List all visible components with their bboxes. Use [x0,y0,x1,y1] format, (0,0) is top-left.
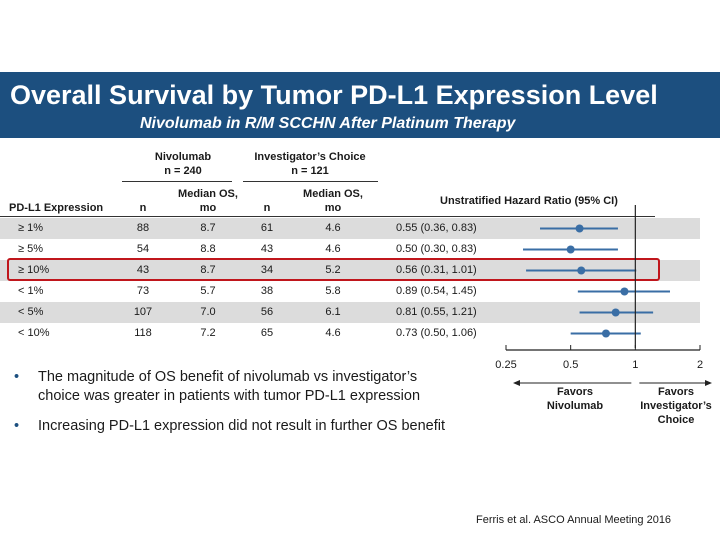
n-investigator: 38 [260,285,274,297]
bullet-marker: • [14,369,20,385]
os-investigator: 5.2 [325,264,341,276]
highlight-box [7,258,660,281]
os-nivolumab: 8.7 [200,264,216,276]
x-tick-label: 1 [632,359,638,371]
hr-point [601,329,610,338]
hr-point [577,266,586,275]
favors-right-arrowhead [705,380,712,386]
hr-point [575,224,584,233]
hazard-ratio-text: 0.89 (0.54, 1.45) [396,285,477,297]
os-investigator: 4.6 [325,222,341,234]
hazard-ratio-text: 0.55 (0.36, 0.83) [396,222,477,234]
hr-point [566,245,575,254]
table-row: < 10% 118 7.2 65 4.6 0.73 (0.50, 1.06) [0,323,700,344]
os-nivolumab: 7.0 [200,306,216,318]
col-header-os-ic: Median OS, mo [303,188,363,214]
col-header-n-nivo: n [139,202,147,214]
slide-title: Overall Survival by Tumor PD-L1 Expressi… [10,80,658,110]
col-header-n-ic: n [263,202,271,214]
os-nivolumab: 8.8 [200,243,216,255]
col-header-hr: Unstratified Hazard Ratio (95% CI) [440,195,618,207]
table-row: < 5% 107 7.0 56 6.1 0.81 (0.55, 1.21) [0,302,700,323]
n-nivolumab: 107 [133,306,153,318]
x-tick-label: 2 [697,359,703,371]
table-row: ≥ 10% 43 8.7 34 5.2 0.56 (0.31, 1.01) [0,260,700,281]
row-label: < 1% [18,285,44,297]
os-investigator: 6.1 [325,306,341,318]
n-nivolumab: 88 [136,222,150,234]
x-tick-label: 0.5 [563,359,578,371]
os-investigator: 5.8 [325,285,341,297]
os-nivolumab: 5.7 [200,285,216,297]
hazard-ratio-text: 0.50 (0.30, 0.83) [396,243,477,255]
n-investigator: 56 [260,306,274,318]
hr-point [620,287,629,296]
hr-point [611,308,620,317]
n-investigator: 34 [260,264,274,276]
table-row: < 1% 73 5.7 38 5.8 0.89 (0.54, 1.45) [0,281,700,302]
n-investigator: 65 [260,327,274,339]
favors-left-arrowhead [513,380,520,386]
hazard-ratio-text: 0.73 (0.50, 1.06) [396,327,477,339]
citation: Ferris et al. ASCO Annual Meeting 2016 [476,514,672,526]
table-row: ≥ 1% 88 8.7 61 4.6 0.55 (0.36, 0.83) [0,218,700,239]
n-nivolumab: 54 [136,243,150,255]
os-investigator: 4.6 [325,327,341,339]
header-rule-investigator [243,181,378,182]
n-nivolumab: 43 [136,264,150,276]
header-rule [0,216,655,217]
hazard-ratio-text: 0.56 (0.31, 1.01) [396,264,477,276]
bullet-text-2: Increasing PD-L1 expression did not resu… [38,418,446,434]
favors-nivolumab-label: Favors Nivolumab [546,386,604,412]
investigator-header: Investigator’s Choice n = 121 [254,151,366,177]
header-rule-nivolumab [122,181,232,182]
row-label: < 10% [18,327,50,339]
col-header-os-nivo: Median OS, mo [178,188,238,214]
n-nivolumab: 73 [136,285,150,297]
bullet-text-1: The magnitude of OS benefit of nivolumab… [38,369,421,404]
os-nivolumab: 8.7 [200,222,216,234]
n-investigator: 43 [260,243,274,255]
x-tick-label: 0.25 [495,359,516,371]
os-investigator: 4.6 [325,243,341,255]
row-label: ≥ 5% [18,243,43,255]
favors-investigator-label: Favors Investigator’s Choice [640,386,712,426]
col-header-pdl1: PD-L1 Expression [9,202,104,214]
hazard-ratio-text: 0.81 (0.55, 1.21) [396,306,477,318]
nivolumab-header: Nivolumab n = 240 [154,151,212,177]
title-banner: Overall Survival by Tumor PD-L1 Expressi… [0,72,720,138]
os-nivolumab: 7.2 [200,327,216,339]
n-investigator: 61 [260,222,274,234]
slide-subtitle: Nivolumab in R/M SCCHN After Platinum Th… [140,115,516,132]
n-nivolumab: 118 [134,327,152,339]
bullet-marker: • [14,418,20,434]
row-label: < 5% [18,306,44,318]
table-row: ≥ 5% 54 8.8 43 4.6 0.50 (0.30, 0.83) [0,239,700,260]
row-label: ≥ 10% [18,264,50,276]
row-label: ≥ 1% [18,222,43,234]
